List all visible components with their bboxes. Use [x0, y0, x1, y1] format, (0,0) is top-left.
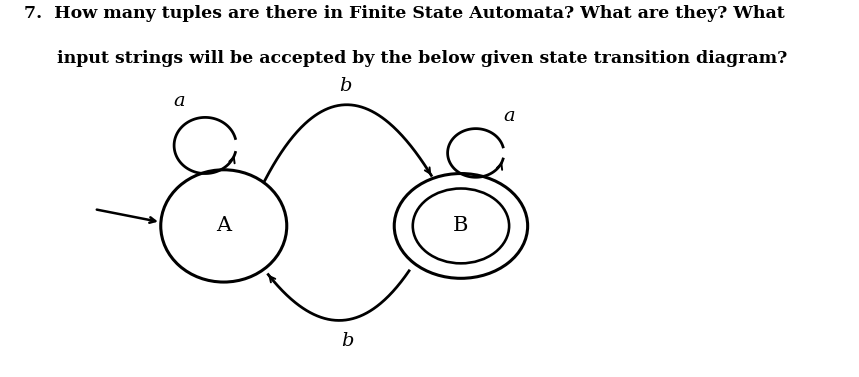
Text: a: a	[174, 92, 185, 110]
Text: input strings will be accepted by the below given state transition diagram?: input strings will be accepted by the be…	[57, 50, 787, 67]
Text: A: A	[216, 216, 231, 235]
Text: 7.  How many tuples are there in Finite State Automata? What are they? What: 7. How many tuples are there in Finite S…	[24, 5, 784, 22]
Text: b: b	[339, 77, 352, 95]
Text: b: b	[341, 332, 354, 349]
Text: B: B	[454, 216, 469, 235]
Text: a: a	[503, 107, 515, 125]
